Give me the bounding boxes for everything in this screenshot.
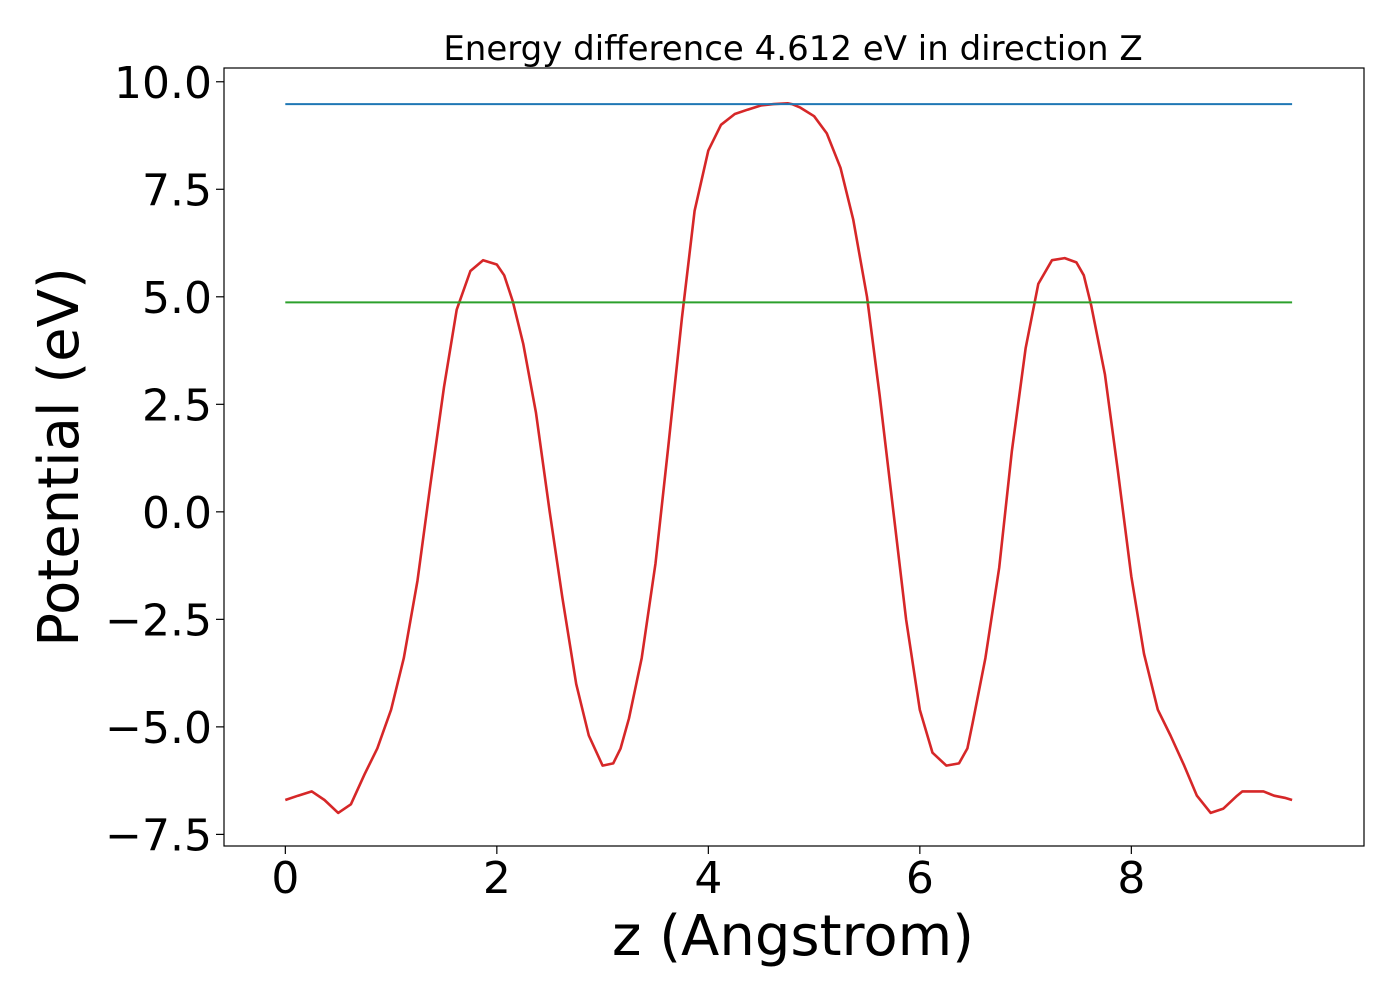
y-tick-label: −2.5 <box>105 595 212 646</box>
y-axis-label: Potential (eV) <box>27 267 92 647</box>
series-layer <box>284 102 1293 815</box>
x-tick-label: 8 <box>1117 853 1145 904</box>
y-axis-ticks: −7.5 −5.0 −2.5 0.0 2.5 5.0 7.5 10.0 <box>105 58 224 861</box>
x-axis-label: z (Angstrom) <box>612 904 974 969</box>
x-tick-label: 0 <box>271 853 299 904</box>
y-tick-label: 0.0 <box>142 488 212 539</box>
series-line-0 <box>284 102 1293 815</box>
x-tick-label: 4 <box>694 853 722 904</box>
y-tick-label: 10.0 <box>114 58 212 109</box>
y-tick-label: 2.5 <box>142 380 212 431</box>
y-tick-label: −7.5 <box>105 810 212 861</box>
y-tick-label: 5.0 <box>142 273 212 324</box>
plot-frame <box>223 67 1365 847</box>
y-tick-label: 7.5 <box>142 165 212 216</box>
chart-title: Energy difference 4.612 eV in direction … <box>443 29 1142 69</box>
x-tick-label: 6 <box>906 853 934 904</box>
x-axis-ticks: 0 2 4 6 8 <box>271 846 1145 904</box>
x-tick-label: 2 <box>483 853 511 904</box>
y-tick-label: −5.0 <box>105 703 212 754</box>
